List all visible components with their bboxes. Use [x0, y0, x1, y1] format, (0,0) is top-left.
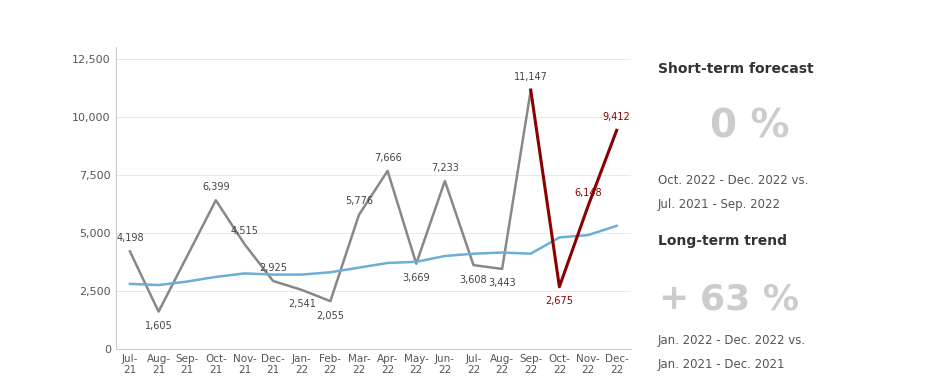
- Text: 11,147: 11,147: [513, 72, 548, 82]
- Text: 6,148: 6,148: [574, 188, 602, 198]
- Text: Jan. 2022 - Dec. 2022 vs.: Jan. 2022 - Dec. 2022 vs.: [658, 334, 806, 347]
- Text: 4,198: 4,198: [117, 233, 143, 243]
- Text: 3,443: 3,443: [488, 278, 516, 289]
- Text: 0 %: 0 %: [709, 107, 789, 145]
- Text: 3,608: 3,608: [460, 274, 487, 285]
- Text: 63 %: 63 %: [700, 283, 799, 316]
- Text: Jul. 2021 - Sep. 2022: Jul. 2021 - Sep. 2022: [658, 198, 781, 211]
- Text: 6,399: 6,399: [202, 182, 229, 192]
- Text: 1,605: 1,605: [144, 321, 172, 331]
- Text: 2,675: 2,675: [546, 296, 574, 306]
- Text: 5,776: 5,776: [345, 196, 373, 207]
- Text: 7,233: 7,233: [431, 163, 459, 172]
- Text: +: +: [658, 283, 688, 316]
- Text: 9,412: 9,412: [603, 112, 631, 122]
- Text: 7,666: 7,666: [374, 152, 401, 163]
- Text: 2,925: 2,925: [259, 263, 287, 272]
- Text: 2,541: 2,541: [288, 299, 315, 309]
- Text: 4,515: 4,515: [230, 226, 258, 236]
- Text: Short-term forecast: Short-term forecast: [658, 62, 813, 76]
- Text: Long-term trend: Long-term trend: [658, 234, 786, 248]
- Text: Jan. 2021 - Dec. 2021: Jan. 2021 - Dec. 2021: [658, 358, 785, 371]
- Text: 3,669: 3,669: [402, 273, 430, 283]
- Text: 2,055: 2,055: [316, 310, 344, 321]
- Text: Oct. 2022 - Dec. 2022 vs.: Oct. 2022 - Dec. 2022 vs.: [658, 174, 808, 187]
